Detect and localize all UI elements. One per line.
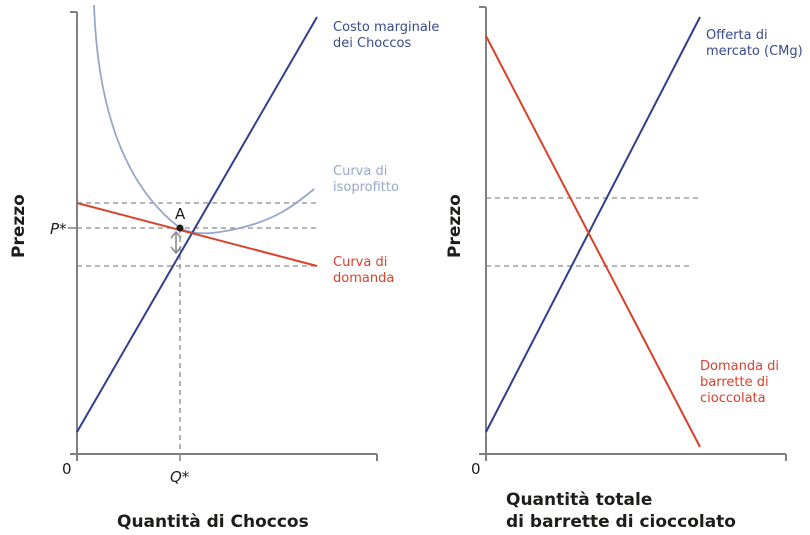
point-a-label: A: [175, 205, 186, 223]
q-star-label: Q*: [170, 468, 190, 486]
isoprofit-curve: [93, 4, 315, 235]
market-demand-label-line3: cioccolata: [700, 391, 766, 406]
mc-label-line1: Costo marginale: [333, 20, 439, 35]
right-panel: [479, 6, 787, 461]
left-x-axis-title: Quantità di Choccos: [117, 512, 309, 532]
right-x-axis-title-line1: Quantità totale: [506, 490, 652, 510]
iso-label-line2: isoprofitto: [333, 180, 399, 195]
mc-label-line2: dei Choccos: [333, 36, 412, 51]
market-demand-label-line2: barrette di: [700, 375, 769, 390]
market-demand-label-line1: Domanda di: [700, 359, 779, 374]
demand-label-line2: domanda: [333, 271, 394, 286]
right-x-axis-title-line2: di barrette di cioccolato: [506, 512, 736, 532]
left-panel: [68, 4, 378, 461]
left-origin-label: 0: [62, 460, 72, 478]
right-y-axis-title: Prezzo: [445, 194, 465, 258]
point-a-marker: [176, 224, 184, 232]
marginal-cost-line: [76, 16, 318, 433]
double-arrow-icon: [170, 230, 182, 255]
supply-label-line2: mercato (CMg): [706, 44, 803, 59]
right-origin-label: 0: [471, 460, 481, 478]
left-y-axis-title: Prezzo: [9, 194, 29, 258]
demand-label-line1: Curva di: [333, 255, 387, 270]
iso-label-line1: Curva di: [333, 164, 387, 179]
p-star-label: P*: [50, 220, 67, 238]
demand-line: [76, 202, 318, 267]
market-supply-line: [485, 16, 701, 433]
market-demand-line: [485, 35, 701, 448]
supply-label-line1: Offerta di: [706, 28, 768, 43]
